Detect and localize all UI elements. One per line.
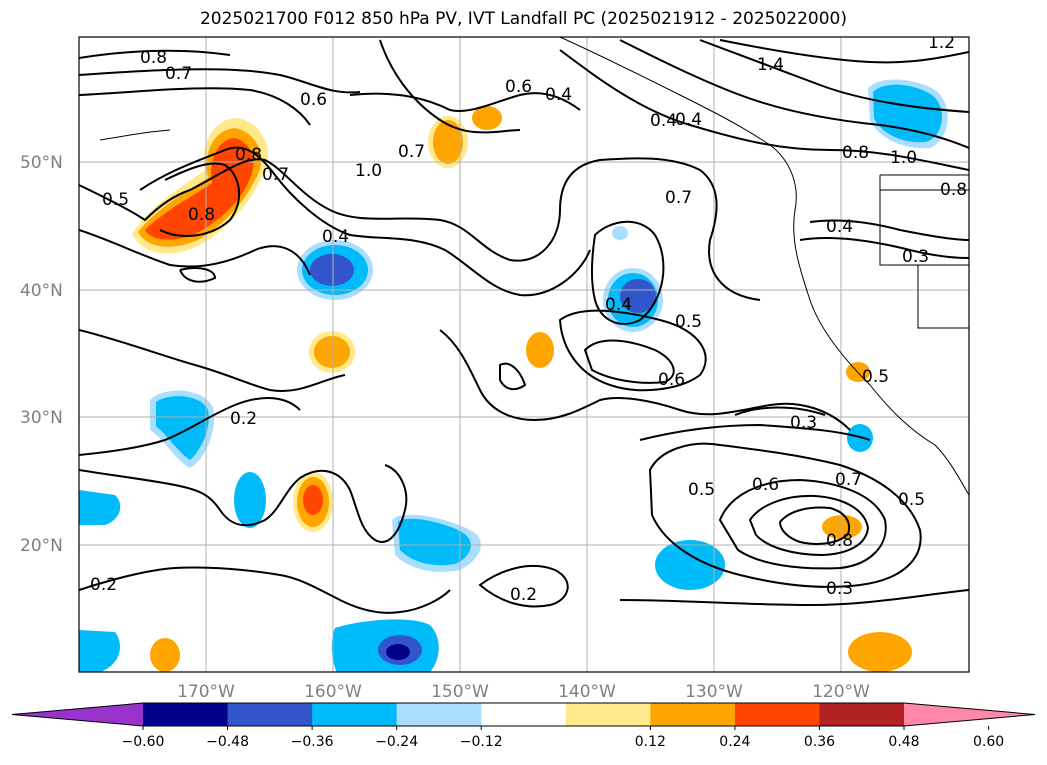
shade-pos-120w-22n	[822, 515, 862, 539]
lat-label-30n: 30°N	[20, 408, 63, 428]
contour-label: 0.3	[790, 413, 817, 433]
contour-07-top	[79, 68, 361, 94]
contour-label: 0.8	[188, 205, 215, 225]
contour-label: 0.2	[230, 409, 257, 429]
shade-neg-160w-inner	[310, 254, 354, 286]
colorbar-tick-label: 0.60	[973, 734, 1004, 750]
contour-label: 0.7	[665, 188, 692, 208]
shade-neg-left-edge-20n	[79, 490, 121, 525]
contour-label: 0.5	[688, 480, 715, 500]
shade-neg-138w-45n	[612, 226, 628, 240]
contour-label: 0.8	[140, 48, 167, 68]
contour-label: 0.3	[826, 579, 853, 599]
shade-neg-155w-12n-core	[386, 644, 410, 660]
contour-label: 0.3	[902, 247, 929, 267]
lon-label-150w: 150°W	[431, 682, 489, 702]
contour-label: 0.4	[605, 295, 632, 315]
colorbar-segment	[227, 703, 313, 726]
lat-label-40n: 40°N	[20, 281, 63, 301]
contour-label: 0.4	[545, 85, 572, 105]
map-title: 2025021700 F012 850 hPa PV, IVT Landfall…	[199, 9, 847, 29]
colorbar-segment	[481, 703, 567, 726]
contour-label: 0.2	[90, 575, 117, 595]
shade-neg-30n-west-inner	[156, 396, 209, 460]
contour-label: 0.4	[675, 110, 702, 130]
lon-label-160w: 160°W	[304, 682, 362, 702]
contour-labels: 0.8 0.7 0.6 0.5 0.8 0.7 0.8 1.0 0.7 0.4 …	[90, 33, 967, 605]
longitude-labels: 170°W 160°W 150°W 140°W 130°W 120°W	[177, 682, 870, 702]
colorbar-segment	[650, 703, 736, 726]
colorbar-tick-label: −0.24	[375, 734, 418, 750]
shade-neg-hawaii-inner	[398, 518, 471, 566]
contour-label: 0.7	[398, 142, 425, 162]
shade-pos-143w	[526, 332, 554, 368]
colorbar-tick-label: 0.48	[888, 734, 919, 750]
colorbar-tick-label: 0.12	[635, 734, 666, 750]
colorbar-tick-label: 0.36	[804, 734, 835, 750]
contour-label: 0.7	[835, 470, 862, 490]
colorbar-tick-label: −0.48	[206, 734, 249, 750]
contour-label: 0.8	[842, 143, 869, 163]
contour-label: 0.6	[752, 475, 779, 495]
shade-pos-150w	[433, 120, 463, 164]
contour-label: 0.6	[300, 90, 327, 110]
colorbar-tick-label: −0.36	[291, 734, 334, 750]
colorbar-segment	[396, 703, 482, 726]
shade-aleutian-positive-inner	[145, 138, 254, 240]
contour-label: 0.4	[826, 217, 853, 237]
shade-pos-162w-23n-inner	[303, 485, 323, 515]
shade-neg-133w-18n	[655, 540, 725, 590]
colorbar-segment	[143, 703, 229, 726]
shade-neg-ne-corner-inner	[873, 84, 943, 143]
contour-label: 0.5	[102, 190, 129, 210]
shade-pos-168w-12n	[150, 638, 180, 672]
colorbar-tick-label: −0.60	[122, 734, 165, 750]
lon-label-170w: 170°W	[177, 682, 235, 702]
shade-pos-118w-12n	[848, 632, 912, 672]
contour-label: 1.0	[355, 161, 382, 181]
coastlines	[99, 37, 969, 496]
contour-label: 1.4	[757, 55, 784, 75]
contour-label: 0.7	[165, 64, 192, 84]
contour-label: 0.5	[675, 312, 702, 332]
lon-label-130w: 130°W	[685, 682, 743, 702]
lon-label-140w: 140°W	[558, 682, 616, 702]
colorbar-tick-label: −0.12	[460, 734, 503, 750]
contour-label: 0.8	[826, 531, 853, 551]
latitude-labels: 50°N 40°N 30°N 20°N	[20, 153, 63, 556]
contour-label: 0.5	[898, 490, 925, 510]
colorbar-tick-label: 0.24	[719, 734, 750, 750]
colorbar: −0.60 −0.48 −0.36 −0.24 −0.12 0.12 0.24 0.36 0.4…	[11, 702, 1036, 750]
colorbar-segment	[734, 703, 820, 726]
shade-pos-160w-36n	[314, 336, 350, 368]
contour-label: 0.5	[862, 367, 889, 387]
contour-label: 1.0	[890, 148, 917, 168]
pv-shading	[79, 79, 948, 672]
contour-label: 0.8	[235, 145, 262, 165]
pv-contours	[79, 39, 969, 614]
contour-label: 0.8	[940, 180, 967, 200]
map-frame	[78, 36, 970, 673]
colorbar-extend-min	[12, 703, 143, 726]
contour-label: 0.7	[262, 165, 289, 185]
shade-neg-165w-23n	[234, 472, 266, 528]
lat-label-20n: 20°N	[20, 536, 63, 556]
lon-label-120w: 120°W	[812, 682, 870, 702]
contour-label: 0.4	[322, 227, 349, 247]
contour-label: 0.6	[505, 77, 532, 97]
contour-08-top	[79, 49, 231, 59]
colorbar-segment	[819, 703, 905, 726]
shade-pos-148w	[472, 106, 502, 130]
colorbar-extend-max	[904, 703, 1035, 726]
lat-label-50n: 50°N	[20, 153, 63, 173]
colorbar-segment	[565, 703, 651, 726]
shade-neg-left-edge-12n	[79, 630, 120, 672]
contour-label: 0.4	[650, 111, 677, 131]
contour-label: 0.6	[658, 370, 685, 390]
contour-label: 1.2	[928, 33, 955, 53]
colorbar-segment	[312, 703, 398, 726]
contour-label: 0.2	[510, 585, 537, 605]
shade-neg-137w-inner	[620, 279, 656, 313]
